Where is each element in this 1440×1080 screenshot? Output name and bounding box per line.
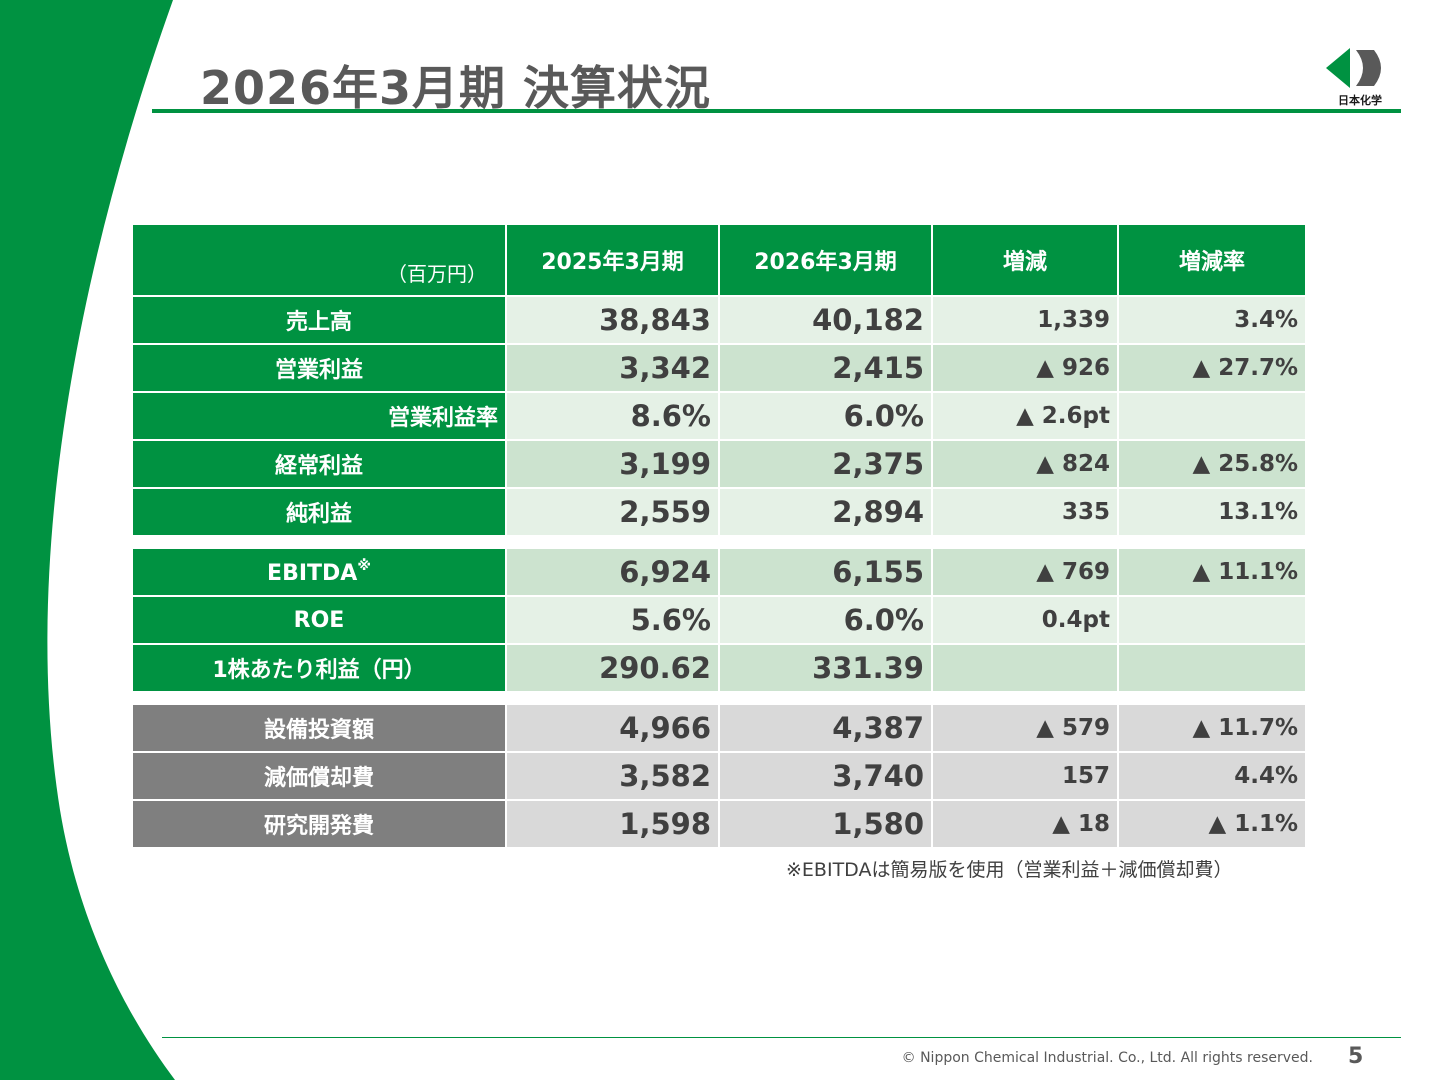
nippon-chemical-logo-icon	[1326, 48, 1381, 88]
table-row: 経常利益 3,199 2,375 ▲ 824 ▲ 25.8%	[131, 439, 1307, 489]
column-header-change-rate: 増減率	[1117, 223, 1307, 297]
cell-change-rate: ▲ 1.1%	[1117, 799, 1307, 849]
row-label: 設備投資額	[131, 703, 507, 753]
row-label: 減価償却費	[131, 751, 507, 801]
cell-change-rate: ▲ 27.7%	[1117, 343, 1307, 393]
table-row: 営業利益 3,342 2,415 ▲ 926 ▲ 27.7%	[131, 343, 1307, 393]
cell-change-rate: ▲ 11.1%	[1117, 547, 1307, 597]
cell-fy2026: 6,155	[718, 547, 933, 597]
table-spacer	[132, 692, 1306, 704]
column-header-change: 増減	[931, 223, 1119, 297]
cell-change-rate	[1117, 643, 1307, 693]
table-row: 減価償却費 3,582 3,740 157 4.4%	[131, 751, 1307, 801]
cell-change: ▲ 579	[931, 703, 1119, 753]
cell-fy2026: 331.39	[718, 643, 933, 693]
unit-label: （百万円）	[131, 223, 507, 297]
cell-change: ▲ 824	[931, 439, 1119, 489]
cell-fy2026: 2,415	[718, 343, 933, 393]
cell-change-rate: 13.1%	[1117, 487, 1307, 537]
cell-change-rate: ▲ 25.8%	[1117, 439, 1307, 489]
table-row: EBITDA※ 6,924 6,155 ▲ 769 ▲ 11.1%	[131, 547, 1307, 597]
cell-fy2025: 1,598	[505, 799, 720, 849]
logo-text: 日本化学	[1338, 94, 1382, 107]
page-title: 2026年3月期 決算状況	[200, 61, 712, 115]
row-label: EBITDA※	[131, 547, 507, 597]
cell-change: 335	[931, 487, 1119, 537]
cell-fy2026: 40,182	[718, 295, 933, 345]
cell-change: ▲ 2.6pt	[931, 391, 1119, 441]
cell-change-rate	[1117, 391, 1307, 441]
table-row: ROE 5.6% 6.0% 0.4pt	[131, 595, 1307, 645]
row-label: 1株あたり利益（円）	[131, 643, 507, 693]
copyright-text: © Nippon Chemical Industrial. Co., Ltd. …	[901, 1050, 1313, 1066]
row-label: 営業利益率	[131, 391, 507, 441]
cell-change: 0.4pt	[931, 595, 1119, 645]
cell-change	[931, 643, 1119, 693]
cell-fy2025: 6,924	[505, 547, 720, 597]
table-row: 設備投資額 4,966 4,387 ▲ 579 ▲ 11.7%	[131, 703, 1307, 753]
row-label: 研究開発費	[131, 799, 507, 849]
row-label: 売上高	[131, 295, 507, 345]
cell-fy2026: 4,387	[718, 703, 933, 753]
table-row: 純利益 2,559 2,894 335 13.1%	[131, 487, 1307, 537]
cell-fy2026: 6.0%	[718, 595, 933, 645]
column-header-fy2026: 2026年3月期	[718, 223, 933, 297]
row-label: ROE	[131, 595, 507, 645]
cell-change: ▲ 18	[931, 799, 1119, 849]
cell-change-rate	[1117, 595, 1307, 645]
footnote-mark: ※	[357, 558, 371, 574]
cell-change-rate: 4.4%	[1117, 751, 1307, 801]
cell-fy2025: 4,966	[505, 703, 720, 753]
row-label: 営業利益	[131, 343, 507, 393]
table-row: 営業利益率 8.6% 6.0% ▲ 2.6pt	[131, 391, 1307, 441]
cell-fy2026: 2,375	[718, 439, 933, 489]
row-label: 純利益	[131, 487, 507, 537]
cell-fy2026: 6.0%	[718, 391, 933, 441]
row-label-text: EBITDA	[267, 561, 358, 586]
cell-fy2025: 3,199	[505, 439, 720, 489]
cell-fy2025: 3,342	[505, 343, 720, 393]
cell-change: 157	[931, 751, 1119, 801]
column-header-fy2025: 2025年3月期	[505, 223, 720, 297]
cell-change: ▲ 769	[931, 547, 1119, 597]
footer-divider	[162, 1037, 1401, 1038]
page-number: 5	[1348, 1044, 1364, 1069]
cell-change: ▲ 926	[931, 343, 1119, 393]
cell-fy2026: 2,894	[718, 487, 933, 537]
cell-fy2025: 38,843	[505, 295, 720, 345]
cell-change-rate: ▲ 11.7%	[1117, 703, 1307, 753]
cell-fy2025: 5.6%	[505, 595, 720, 645]
row-label: 経常利益	[131, 439, 507, 489]
table-row: 売上高 38,843 40,182 1,339 3.4%	[131, 295, 1307, 345]
cell-fy2025: 3,582	[505, 751, 720, 801]
table-row: 研究開発費 1,598 1,580 ▲ 18 ▲ 1.1%	[131, 799, 1307, 849]
financial-results-table: （百万円） 2025年3月期 2026年3月期 増減 増減率 売上高 38,84…	[131, 223, 1307, 849]
cell-fy2025: 8.6%	[505, 391, 720, 441]
cell-fy2026: 3,740	[718, 751, 933, 801]
table-row: 1株あたり利益（円） 290.62 331.39	[131, 643, 1307, 693]
cell-fy2026: 1,580	[718, 799, 933, 849]
cell-change-rate: 3.4%	[1117, 295, 1307, 345]
cell-fy2025: 2,559	[505, 487, 720, 537]
table-header-row: （百万円） 2025年3月期 2026年3月期 増減 増減率	[131, 223, 1307, 297]
cell-fy2025: 290.62	[505, 643, 720, 693]
ebitda-footnote: ※EBITDAは簡易版を使用（営業利益＋減価償却費）	[786, 859, 1233, 881]
table-spacer	[132, 536, 1306, 548]
title-underline	[152, 109, 1401, 113]
cell-change: 1,339	[931, 295, 1119, 345]
